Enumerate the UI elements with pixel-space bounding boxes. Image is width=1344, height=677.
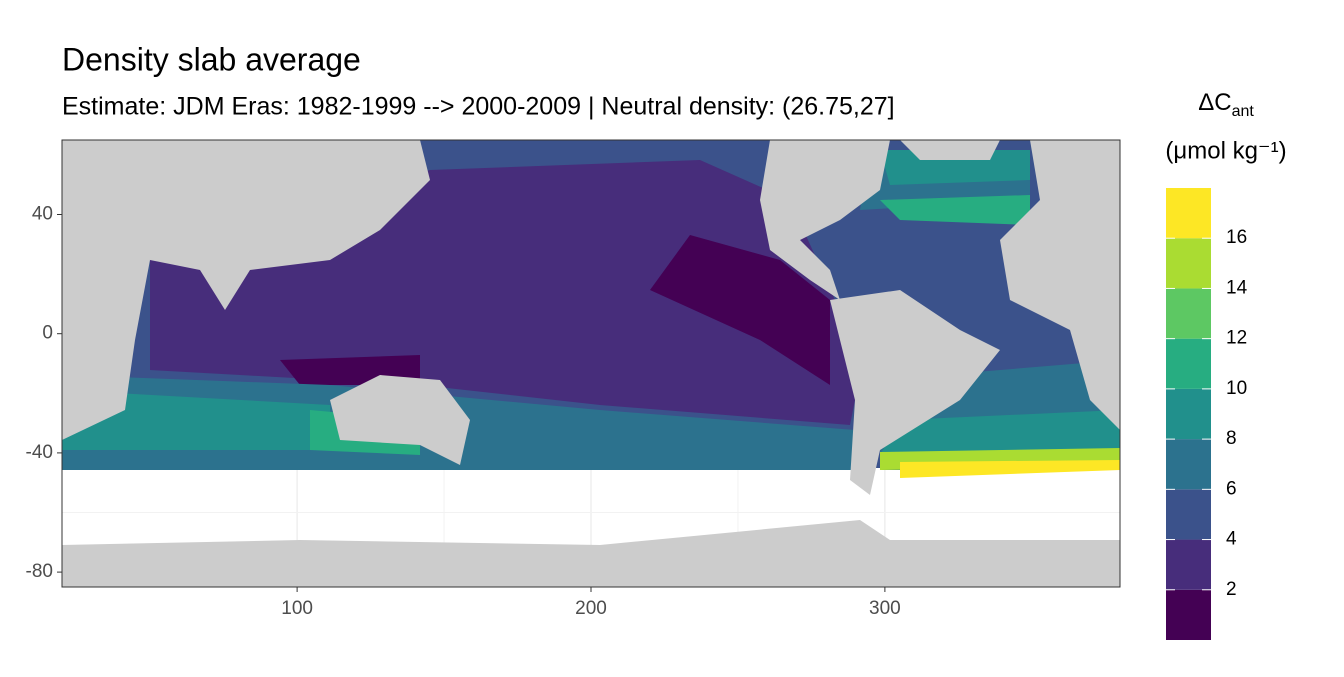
land (1000, 140, 1120, 430)
legend-label: 12 (1226, 328, 1247, 349)
legend-unit: (μmol kg⁻¹) (1165, 137, 1286, 164)
legend-title: ΔCant (1198, 89, 1254, 120)
legend-swatch (1166, 188, 1211, 239)
y-tick-label: -40 (26, 442, 53, 463)
ocean (880, 195, 1030, 225)
legend-swatch (1166, 388, 1211, 440)
ocean (900, 460, 1120, 478)
legend: ΔCant (μmol kg⁻¹) 2 4 6 8 10 12 14 16 (1165, 89, 1287, 640)
land (830, 290, 1000, 495)
ocean (62, 390, 330, 450)
legend-label: 4 (1226, 529, 1237, 550)
legend-swatch (1166, 589, 1211, 640)
x-tick-label: 200 (575, 598, 607, 619)
land (900, 140, 1000, 160)
ocean (880, 150, 1030, 185)
y-tick-label: 40 (32, 204, 53, 225)
legend-swatch (1166, 439, 1211, 490)
y-tick-label: -80 (26, 561, 53, 582)
legend-label: 14 (1226, 277, 1248, 298)
legend-swatch (1166, 288, 1211, 339)
map (62, 140, 1120, 587)
legend-swatch (1166, 539, 1211, 590)
legend-label: 10 (1226, 378, 1247, 399)
legend-swatch (1166, 338, 1211, 389)
chart-title: Density slab average (62, 41, 361, 77)
land (62, 520, 1120, 587)
ocean (880, 410, 1120, 455)
legend-swatch (1166, 238, 1211, 289)
legend-label: 2 (1226, 579, 1237, 600)
legend-label: 8 (1226, 428, 1237, 449)
y-tick-label: 0 (42, 323, 53, 344)
legend-title-main: ΔC (1198, 89, 1231, 116)
x-tick-label: 100 (281, 598, 313, 619)
legend-label: 6 (1226, 478, 1237, 499)
ocean (650, 235, 830, 385)
land (330, 375, 470, 465)
chart-subtitle: Estimate: JDM Eras: 1982-1999 --> 2000-2… (62, 93, 895, 121)
land (760, 140, 890, 300)
ocean (150, 260, 330, 380)
land (62, 140, 430, 310)
legend-label: 16 (1226, 227, 1247, 248)
x-tick-label: 300 (869, 598, 901, 619)
legend-swatch (1166, 489, 1211, 540)
legend-title-sub: ant (1232, 103, 1255, 120)
